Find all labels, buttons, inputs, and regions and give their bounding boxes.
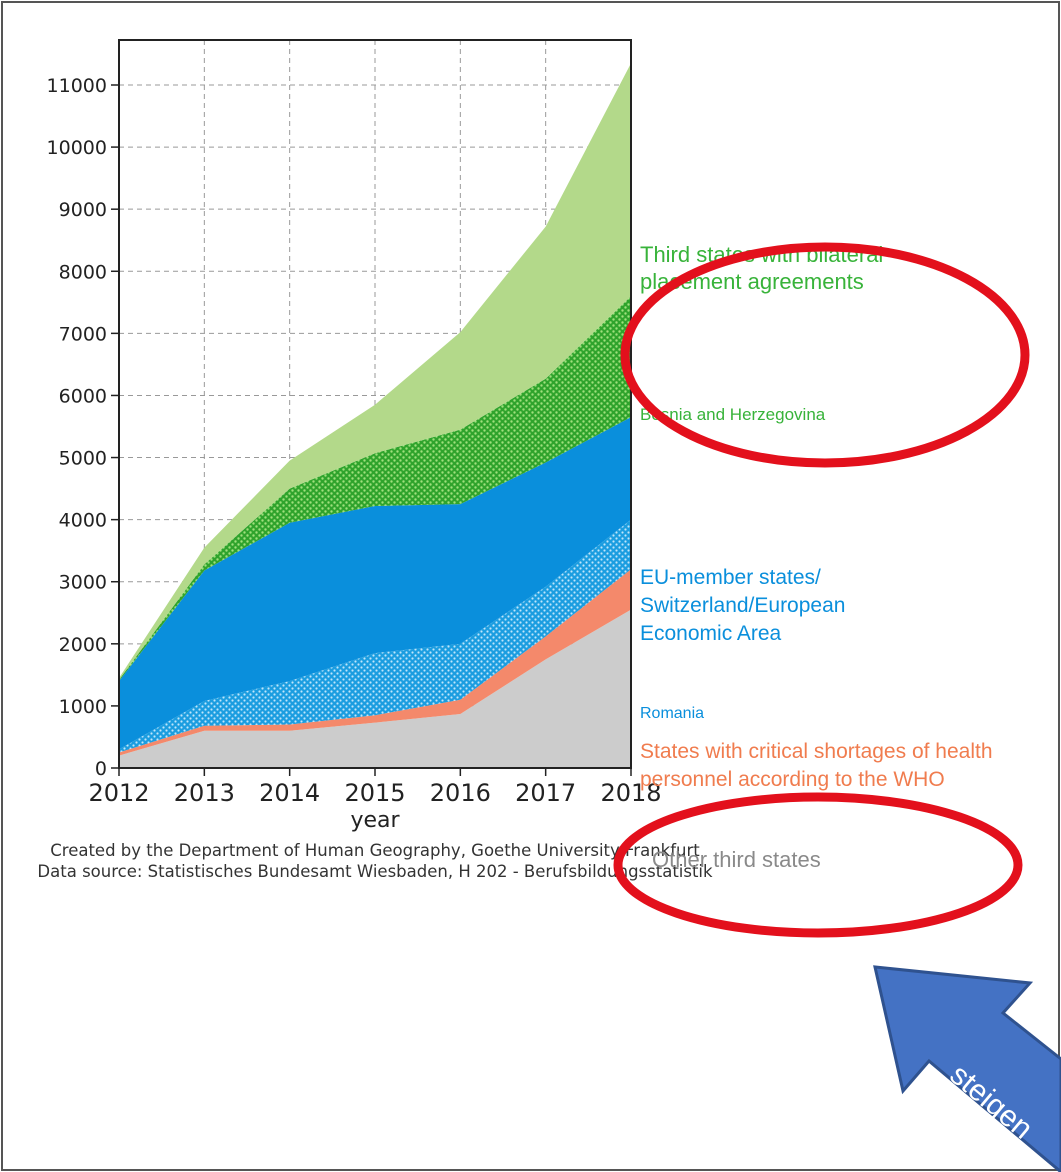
x-tick-label: 2014 <box>259 779 320 807</box>
x-tick-label: 2013 <box>174 779 235 807</box>
y-tick-label: 11000 <box>47 75 107 97</box>
credit-line-2: Data source: Statistisches Bundesamt Wie… <box>37 862 713 881</box>
y-axis: 0 1000 2000 3000 4000 5000 6000 7000 8000 9000 100… <box>47 75 119 780</box>
label-other: Other third states <box>652 847 821 872</box>
y-tick-label: 3000 <box>59 572 107 594</box>
highlight-circle-bottom <box>613 792 1023 938</box>
series-labels: Third states with bilateral placement ag… <box>640 242 993 872</box>
y-tick-label: 2000 <box>59 634 107 656</box>
y-tick-label: 1000 <box>59 696 107 718</box>
area-other-third-states <box>119 609 631 768</box>
y-tick-label: 7000 <box>59 323 107 345</box>
y-tick-label: 0 <box>95 758 107 780</box>
y-tick-label: 9000 <box>59 199 107 221</box>
label-critical-line2: personnel according to the WHO <box>640 768 945 791</box>
x-tick-label: 2012 <box>88 779 149 807</box>
y-tick-label: 4000 <box>59 510 107 532</box>
x-axis-label: year <box>350 808 400 833</box>
credit-line-1: Created by the Department of Human Geogr… <box>50 841 700 860</box>
y-tick-label: 5000 <box>59 448 107 470</box>
area-third-states-with-bilateral-placement-agreements <box>119 63 631 680</box>
x-tick-label: 2017 <box>515 779 576 807</box>
label-bosnia: Bosnia and Herzegovina <box>640 405 826 424</box>
highlight-circle-top <box>620 242 1030 468</box>
area-romania <box>119 519 631 753</box>
label-eu-line3: Economic Area <box>640 622 782 645</box>
y-tick-label: 6000 <box>59 385 107 407</box>
x-tick-label: 2015 <box>344 779 405 807</box>
x-tick-label: 2016 <box>430 779 491 807</box>
area-eu-member-states-switzerland-european-economic-area <box>119 417 631 750</box>
label-eu-line1: EU-member states/ <box>640 566 821 589</box>
area-series <box>119 63 631 768</box>
label-critical-line1: States with critical shortages of health <box>640 740 993 763</box>
area-bosnia-and-herzegovina <box>119 296 631 682</box>
area-states-with-critical-shortages-of-health-personnel-according-to-the-who <box>119 569 631 756</box>
y-tick-label: 8000 <box>59 261 107 283</box>
x-axis: 2012 2013 2014 2015 2016 2017 2018 <box>88 768 662 807</box>
y-tick-label: 10000 <box>47 137 107 159</box>
x-tick-label: 2018 <box>600 779 661 807</box>
label-eu-line2: Switzerland/European <box>640 594 845 617</box>
label-romania: Romania <box>640 705 704 722</box>
